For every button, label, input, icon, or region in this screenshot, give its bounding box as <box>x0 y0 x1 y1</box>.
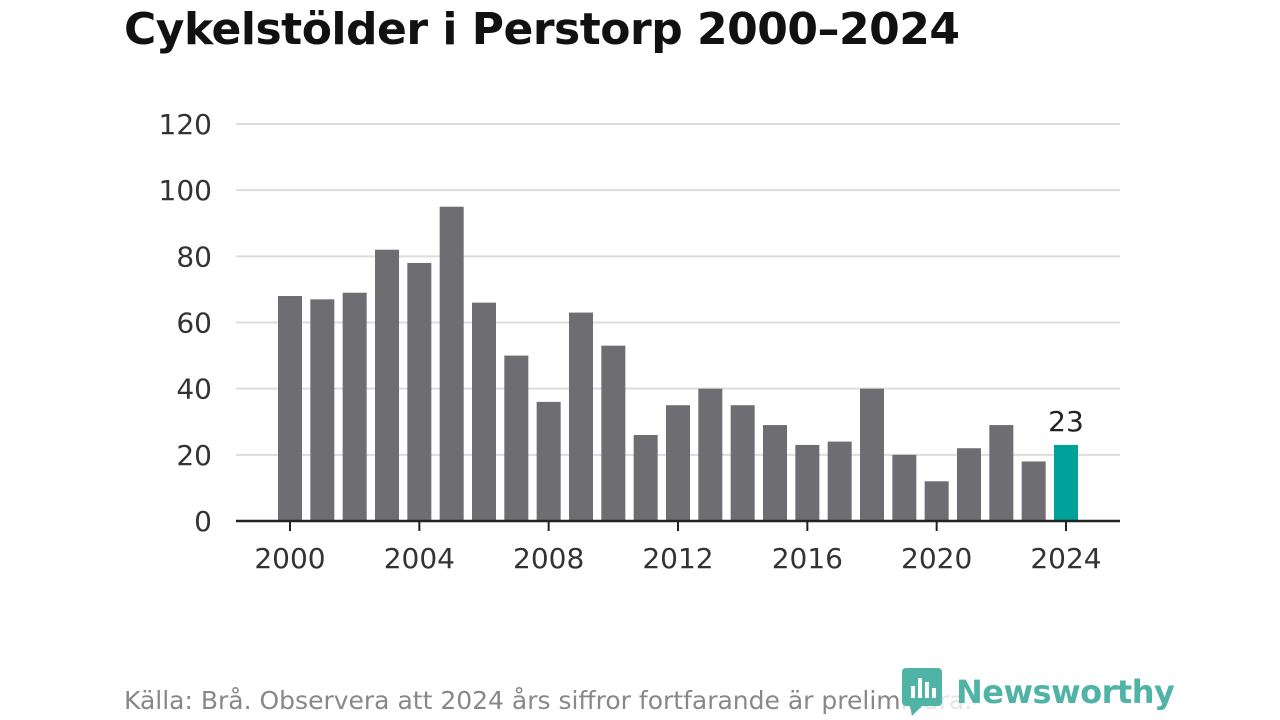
y-tick-label: 20 <box>176 439 212 472</box>
bar-2016 <box>795 444 820 521</box>
bar-2017 <box>827 441 852 521</box>
chart-title: Cykelstölder i Perstorp 2000–2024 <box>124 4 960 55</box>
y-tick-label: 100 <box>159 174 212 207</box>
bar-2020 <box>924 481 949 521</box>
bar-2018 <box>860 388 884 521</box>
x-tick-label: 2020 <box>901 542 972 575</box>
bar-2007 <box>504 355 529 521</box>
bar-2003 <box>375 249 399 521</box>
brand-name: Newsworthy <box>956 673 1175 711</box>
x-tick-label: 2024 <box>1030 542 1101 575</box>
x-tick-label: 2016 <box>772 542 843 575</box>
newsworthy-logo-icon <box>902 668 942 716</box>
bar-2019 <box>892 454 917 521</box>
bars <box>278 206 1078 522</box>
x-tick-label: 2004 <box>384 542 455 575</box>
y-axis-tick-labels: 0 20 40 60 80 100 120 <box>159 108 212 538</box>
bar-2009 <box>569 312 593 521</box>
y-tick-label: 40 <box>176 373 212 406</box>
y-tick-label: 80 <box>176 240 212 273</box>
bar-2015 <box>763 425 787 521</box>
bar-2011 <box>633 434 658 521</box>
y-tick-label: 120 <box>159 108 212 141</box>
bar-2014 <box>730 405 755 521</box>
bar-2023 <box>1021 461 1046 521</box>
brand: Newsworthy <box>902 668 1175 716</box>
bar-2008 <box>536 401 561 521</box>
bar-2004 <box>407 262 432 521</box>
y-tick-label: 60 <box>176 307 212 340</box>
bar-2024 <box>1054 444 1078 521</box>
x-tick-label: 2012 <box>642 542 713 575</box>
bar-2021 <box>957 448 981 521</box>
x-tick-label: 2000 <box>254 542 325 575</box>
bar-chart: 0 20 40 60 80 100 120 2000 2004 2008 2012 2016 2020… <box>159 108 1120 575</box>
bar-2010 <box>601 345 626 521</box>
bar-2013 <box>698 388 723 521</box>
bar-2001 <box>310 299 335 521</box>
bar-2006 <box>472 302 496 521</box>
value-label-2024: 23 <box>1048 405 1084 438</box>
source-note: Källa: Brå. Observera att 2024 års siffr… <box>124 686 973 715</box>
y-tick-label: 0 <box>194 505 212 538</box>
x-axis <box>236 519 1120 531</box>
bar-2012 <box>666 405 690 521</box>
x-axis-tick-labels: 2000 2004 2008 2012 2016 2020 2024 <box>254 542 1101 575</box>
bar-2002 <box>342 292 367 521</box>
value-labels: 23 <box>1048 405 1084 438</box>
bar-2022 <box>989 425 1014 521</box>
x-tick-label: 2008 <box>513 542 584 575</box>
bar-2005 <box>439 206 464 522</box>
bar-2000 <box>278 296 302 521</box>
